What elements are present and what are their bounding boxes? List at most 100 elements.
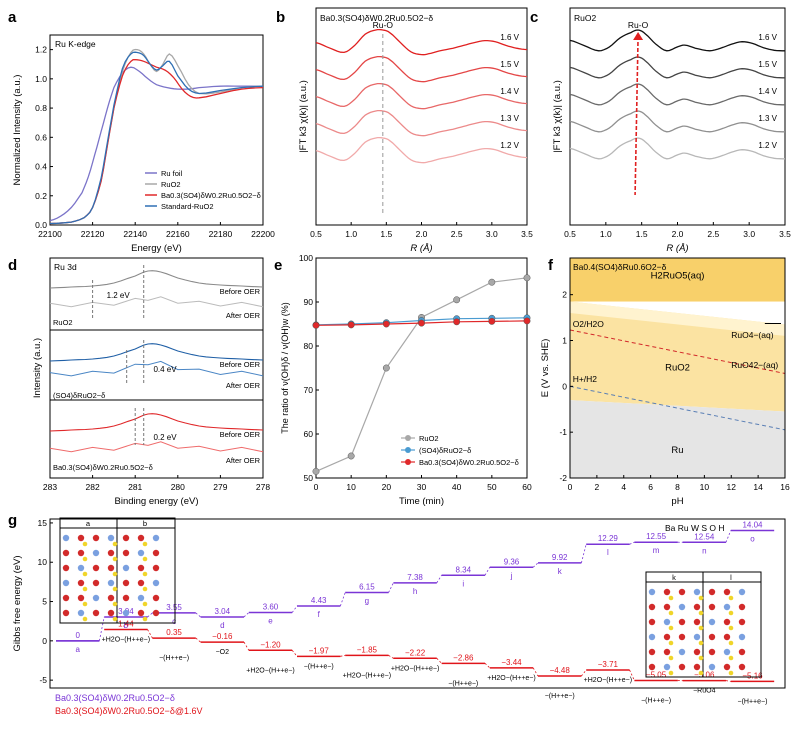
ru-o-marker bbox=[634, 35, 639, 196]
region-label: RuO4−(aq) bbox=[731, 330, 773, 340]
atom bbox=[728, 640, 734, 646]
atom bbox=[648, 618, 656, 626]
atom bbox=[693, 648, 701, 656]
data-point bbox=[382, 364, 390, 372]
panel-e-ytick-label: 100 bbox=[299, 253, 313, 263]
atom bbox=[698, 610, 704, 616]
atom bbox=[152, 579, 160, 587]
energy-label: 9.92 bbox=[552, 553, 568, 562]
energy-connector bbox=[629, 669, 635, 681]
atom bbox=[142, 616, 148, 622]
atom bbox=[122, 579, 130, 587]
step-label: k bbox=[558, 567, 563, 576]
energy-connector bbox=[195, 637, 201, 643]
shift-label: 0.4 eV bbox=[153, 365, 177, 374]
inset-label: k bbox=[672, 573, 676, 582]
atom bbox=[62, 564, 70, 572]
energy-connector bbox=[532, 562, 539, 568]
panel-e-xtick-label: 60 bbox=[522, 482, 532, 492]
atom bbox=[698, 640, 704, 646]
atom bbox=[708, 603, 716, 611]
atom bbox=[668, 670, 674, 676]
panel-b-voltage-label: 1.5 V bbox=[500, 60, 519, 69]
step-label: i bbox=[462, 579, 464, 588]
ru-o-arrowhead bbox=[633, 32, 644, 40]
panel-b-xtick-label: 1.0 bbox=[345, 229, 357, 239]
panel-d-xtick-label: 278 bbox=[256, 482, 270, 492]
data-point bbox=[453, 296, 461, 304]
after-oer-label: After OER bbox=[226, 456, 261, 465]
panel-f-xtick-label: 12 bbox=[727, 482, 737, 492]
atom bbox=[738, 663, 746, 671]
atom bbox=[77, 594, 85, 602]
panel-c-series-2 bbox=[569, 83, 785, 106]
reaction-label: +H2O−(H++e−) bbox=[487, 675, 535, 682]
step-label: h bbox=[413, 587, 417, 596]
step-label: a bbox=[75, 645, 80, 654]
legend-entry: Ba0.3(SO4)δW0.2Ru0.5O2−δ@1.6V bbox=[55, 706, 202, 716]
atom bbox=[678, 618, 686, 626]
energy-connector bbox=[340, 592, 346, 607]
energy-connector bbox=[436, 658, 442, 664]
panel-f-ytick-label: 1 bbox=[562, 336, 567, 346]
energy-label: 8.34 bbox=[456, 565, 472, 574]
atom bbox=[137, 564, 145, 572]
atom bbox=[728, 595, 734, 601]
energy-label: 12.29 bbox=[598, 534, 619, 543]
panel-b-voltage-label: 1.2 V bbox=[500, 141, 519, 150]
atom bbox=[738, 603, 746, 611]
atom bbox=[738, 633, 746, 641]
energy-connector bbox=[291, 650, 298, 657]
atom bbox=[663, 618, 671, 626]
region-h2ruo5 bbox=[570, 258, 785, 302]
panel-b-xtick-label: 3.5 bbox=[521, 229, 533, 239]
panel-e-xtick-label: 10 bbox=[346, 482, 356, 492]
atom bbox=[112, 541, 118, 547]
reaction-label: +H2O−(H++e−) bbox=[102, 637, 150, 644]
panel-c-series-0 bbox=[569, 29, 785, 52]
step-label: f bbox=[318, 610, 321, 619]
atom bbox=[728, 625, 734, 631]
panel-b-frame bbox=[315, 7, 528, 226]
energy-connector bbox=[147, 629, 153, 639]
energy-connector bbox=[243, 612, 250, 618]
atom bbox=[107, 534, 115, 542]
step-label: n bbox=[702, 546, 706, 555]
energy-label: −1.97 bbox=[309, 646, 330, 655]
atom bbox=[82, 556, 88, 562]
panel-c-xtick-label: 2.5 bbox=[707, 229, 719, 239]
atom bbox=[82, 571, 88, 577]
atom bbox=[708, 633, 716, 641]
panel-f-ylabel: E (V vs. SHE) bbox=[540, 339, 551, 398]
atom bbox=[142, 601, 148, 607]
step-label: c bbox=[172, 617, 176, 626]
atom bbox=[152, 534, 160, 542]
panel-a-ytick-label: 1.2 bbox=[35, 45, 47, 55]
atom bbox=[137, 534, 145, 542]
atom bbox=[723, 663, 731, 671]
panel-c-xlabel: R (Å) bbox=[666, 243, 688, 254]
panel-a-xtick-label: 22180 bbox=[209, 229, 233, 239]
legend-marker bbox=[405, 459, 411, 465]
inset-label: b bbox=[143, 519, 147, 528]
atom bbox=[648, 603, 656, 611]
atom bbox=[693, 588, 701, 596]
panel-b-voltage-label: 1.6 V bbox=[500, 33, 519, 42]
atom bbox=[648, 588, 656, 596]
panel-e-xtick-label: 30 bbox=[417, 482, 427, 492]
energy-connector bbox=[388, 582, 394, 593]
atom bbox=[698, 655, 704, 661]
data-point bbox=[312, 321, 320, 329]
panel-g-ylabel: Gibbs free energy (eV) bbox=[12, 555, 23, 651]
panel-a-xtick-label: 22120 bbox=[81, 229, 105, 239]
panel-c-series-3 bbox=[569, 110, 785, 133]
reaction-label: −(H++e−) bbox=[738, 698, 768, 705]
atom bbox=[152, 594, 160, 602]
energy-label: 12.54 bbox=[694, 532, 715, 541]
energy-label: −5.16 bbox=[742, 671, 763, 680]
energy-label: 6.15 bbox=[359, 582, 375, 591]
atom bbox=[678, 588, 686, 596]
atom bbox=[107, 594, 115, 602]
atom bbox=[738, 588, 746, 596]
energy-label: 0 bbox=[75, 631, 80, 640]
